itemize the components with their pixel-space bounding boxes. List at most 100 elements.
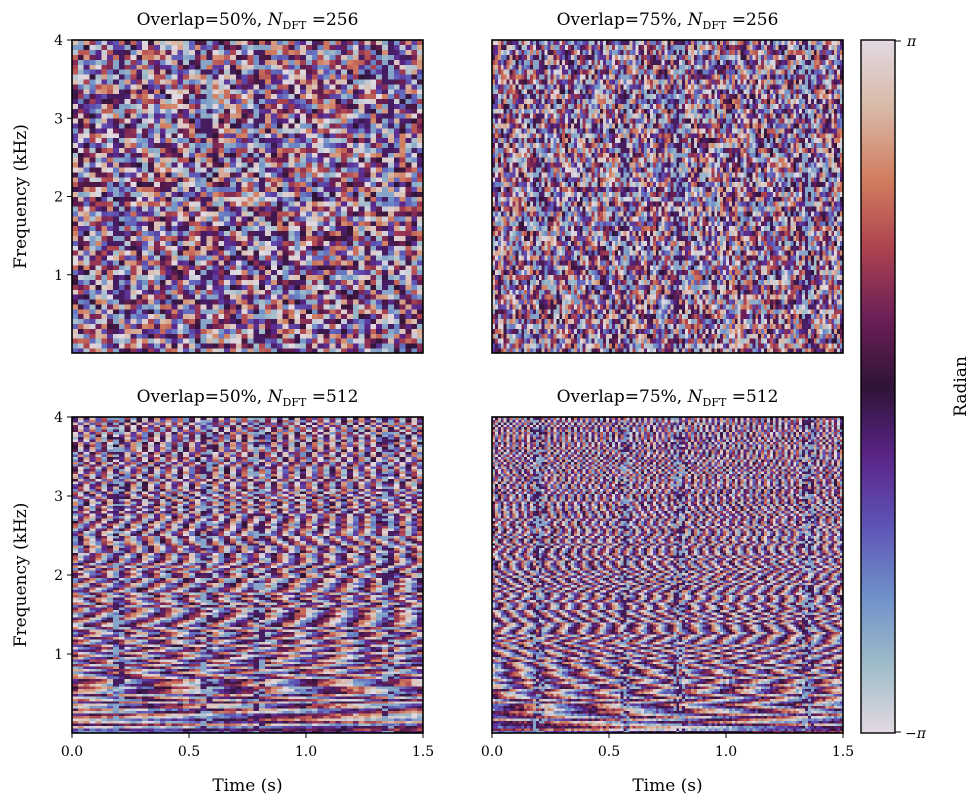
heatmap-cell — [153, 98, 161, 104]
heatmap-cell — [376, 157, 383, 163]
heatmap-cell — [77, 79, 85, 85]
heatmap-cell — [673, 313, 677, 320]
heatmap-cell — [559, 308, 563, 315]
heatmap-cell — [148, 113, 155, 119]
heatmap-cell — [189, 93, 196, 100]
heatmap-cell — [229, 328, 237, 334]
heatmap-cell — [282, 79, 289, 85]
heatmap-cell — [276, 304, 283, 310]
heatmap-cell — [799, 343, 803, 349]
heatmap-cell — [165, 44, 172, 51]
heatmap-cell — [253, 118, 260, 124]
heatmap-cell — [358, 328, 365, 334]
heatmap-cell — [787, 318, 791, 325]
heatmap-cell — [247, 113, 254, 119]
heatmap-cell — [720, 348, 724, 354]
heatmap-cell — [218, 284, 225, 290]
heatmap-cell — [335, 79, 342, 85]
heatmap-cell — [206, 279, 213, 285]
heatmap-cell — [124, 304, 131, 310]
heatmap-cell — [253, 157, 260, 163]
heatmap-cell — [276, 220, 283, 227]
heatmap-cell — [288, 93, 295, 100]
heatmap-cell — [387, 201, 395, 207]
heatmap-cell — [547, 333, 551, 339]
heatmap-cell — [189, 137, 196, 144]
heatmap-cell — [253, 313, 260, 320]
heatmap-cell — [335, 103, 342, 109]
heatmap-cell — [294, 74, 301, 80]
heatmap-cell — [778, 343, 782, 349]
heatmap-cell — [206, 348, 213, 354]
heatmap-cell — [288, 279, 295, 285]
heatmap-cell — [494, 313, 499, 320]
heatmap-cell — [270, 348, 278, 354]
heatmap-cell — [265, 348, 272, 354]
heatmap-cell — [317, 108, 324, 114]
heatmap-cell — [83, 274, 90, 280]
heatmap-cell — [265, 279, 272, 285]
heatmap-cell — [148, 220, 155, 227]
heatmap-cell — [253, 328, 260, 334]
heatmap-cell — [376, 313, 383, 320]
heatmap-cell — [294, 313, 301, 320]
heatmap-cell — [270, 299, 278, 305]
heatmap-cell — [317, 64, 324, 70]
heatmap-cell — [687, 313, 692, 320]
heatmap-cell — [387, 123, 395, 129]
heatmap-cell — [387, 103, 395, 109]
heatmap-cell — [300, 343, 307, 349]
heatmap-cell — [72, 181, 79, 188]
heatmap-cell — [370, 279, 377, 285]
heatmap-cell — [364, 176, 371, 183]
heatmap-cell — [717, 348, 721, 354]
heatmap-cell — [136, 59, 143, 65]
heatmap-cell — [417, 79, 424, 85]
heatmap-cell — [259, 313, 266, 320]
heatmap-cell — [306, 235, 313, 241]
heatmap-cell — [382, 264, 389, 271]
heatmap-cell — [247, 279, 254, 285]
heatmap-cell — [311, 64, 319, 70]
heatmap-cell — [329, 69, 336, 75]
heatmap-cell — [288, 113, 295, 119]
heatmap-cell — [376, 245, 383, 251]
heatmap-cell — [270, 323, 278, 329]
heatmap-cell — [306, 201, 313, 207]
heatmap-cell — [153, 196, 161, 202]
heatmap-cell — [300, 59, 307, 65]
heatmap-cell — [253, 84, 260, 90]
heatmap-cell — [411, 152, 418, 158]
heatmap-cell — [411, 216, 418, 222]
heatmap-cell — [270, 343, 278, 349]
heatmap-cell — [171, 245, 178, 251]
heatmap-cell — [130, 225, 137, 232]
heatmap-cell — [288, 289, 295, 295]
heatmap-cell — [769, 323, 774, 329]
heatmap-cell — [241, 240, 248, 246]
heatmap-cell — [772, 343, 777, 349]
heatmap-cell — [393, 118, 400, 124]
heatmap-cell — [494, 328, 499, 334]
heatmap-cell — [311, 49, 319, 56]
heatmap-cell — [171, 230, 178, 236]
heatmap-cell — [393, 284, 400, 290]
heatmap-cell — [235, 274, 242, 280]
heatmap-cell — [165, 59, 172, 65]
heatmap-cell — [600, 313, 604, 320]
heatmap-cell — [399, 343, 406, 349]
heatmap-cell — [804, 333, 809, 339]
heatmap-cell — [124, 59, 131, 65]
heatmap-cell — [358, 44, 365, 51]
heatmap-cell — [364, 201, 371, 207]
heatmap-cell — [769, 318, 774, 325]
heatmap-cell — [370, 235, 377, 241]
heatmap-cell — [766, 343, 771, 349]
heatmap-cell — [142, 176, 149, 183]
heatmap-cell — [387, 181, 395, 188]
heatmap-cell — [358, 333, 365, 339]
heatmap-cell — [341, 162, 348, 168]
heatmap-cell — [83, 196, 90, 202]
heatmap-cell — [89, 79, 96, 85]
heatmap-cell — [101, 338, 108, 344]
